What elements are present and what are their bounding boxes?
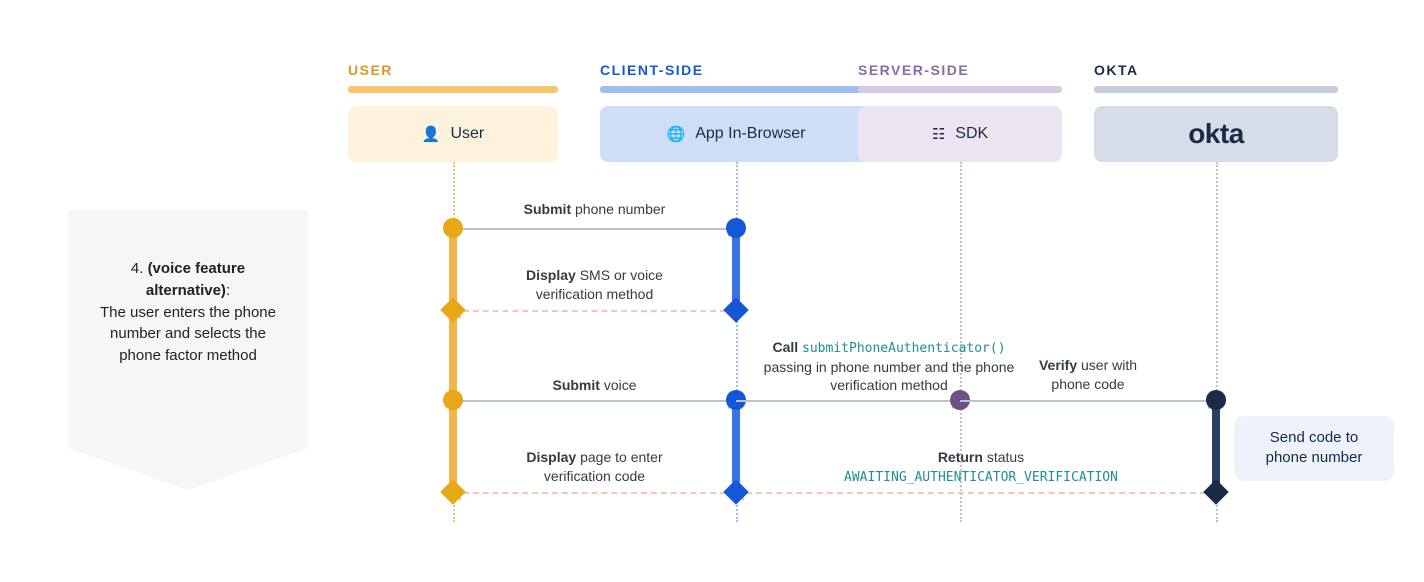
msg-call-submit (736, 400, 960, 402)
dot-user-r1 (443, 218, 463, 238)
lane-title-client: CLIENT-SIDE (600, 62, 704, 78)
lane-bar-client (600, 86, 872, 93)
lbl-m1: Submit phone number (453, 200, 736, 219)
lane-bar-server (858, 86, 1062, 93)
activation-okta (1212, 400, 1220, 492)
msg-display-page (453, 492, 736, 494)
lane-box-server: ☷SDK (858, 106, 1062, 162)
lane-title-server: SERVER-SIDE (858, 62, 969, 78)
msg-verify (960, 400, 1216, 402)
lbl-m5: Verify user withphone code (960, 356, 1216, 394)
lbl-m2: Display SMS or voiceverification method (453, 266, 736, 304)
lane-bar-okta (1094, 86, 1338, 93)
lane-title-user: USER (348, 62, 393, 78)
msg-submit-phone (453, 228, 736, 230)
dot-client-r1 (726, 218, 746, 238)
lane-title-okta: OKTA (1094, 62, 1139, 78)
msg-display-method (453, 310, 736, 312)
lane-bar-user (348, 86, 558, 93)
side-note: 4. (voice feature alternative):The user … (68, 210, 308, 490)
lane-box-user: 👤User (348, 106, 558, 162)
lane-box-client: 🌐App In-Browser (600, 106, 872, 162)
dot-okta-r4 (1203, 479, 1228, 504)
note-send-code: Send code to phone number (1234, 416, 1394, 481)
msg-submit-voice (453, 400, 736, 402)
lbl-m6: Display page to enterverification code (453, 448, 736, 486)
msg-return-status (736, 492, 1216, 494)
lane-box-okta: okta (1094, 106, 1338, 162)
lbl-m3: Submit voice (453, 376, 736, 395)
lbl-m7: Return statusAWAITING_AUTHENTICATOR_VERI… (766, 448, 1196, 486)
